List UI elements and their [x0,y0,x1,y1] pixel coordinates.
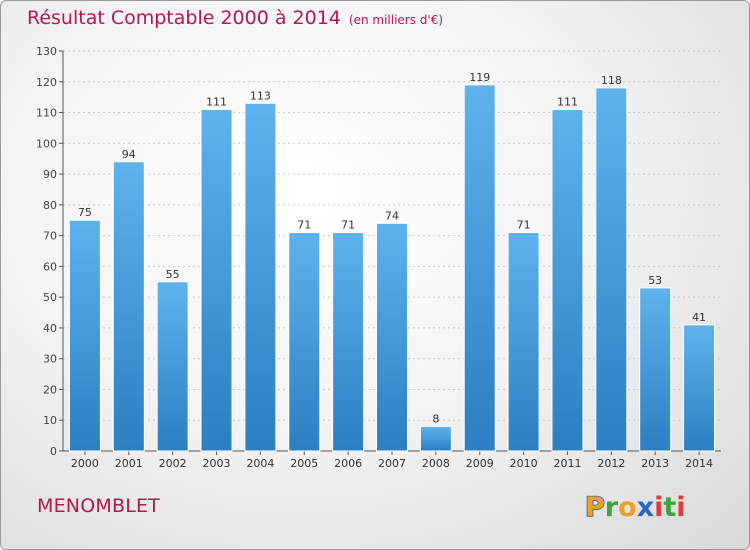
bar-2002 [156,281,189,452]
x-tick-label-2012: 2012 [597,457,625,470]
y-tick-label: 100 [36,137,57,150]
data-label-2005: 71 [297,219,311,232]
data-label-2007: 74 [385,209,399,222]
bar-2013 [639,287,672,452]
data-label-2008: 8 [432,412,439,425]
y-tick-label: 60 [43,260,57,273]
chart-title: Résultat Comptable 2000 à 2014 [27,7,341,29]
bar-2011 [551,108,584,452]
x-tick-label-2005: 2005 [290,457,318,470]
bar-2010 [507,232,540,452]
city-name: MENOMBLET [37,495,160,517]
x-tick-label-2014: 2014 [685,457,713,470]
x-tick-label-2004: 2004 [246,457,274,470]
data-labels: 75 94 55 111 113 71 71 74 8 119 71 111 118 53 41 [78,71,706,426]
x-tick-label-2013: 2013 [641,457,669,470]
y-tick-labels: 0 10 20 30 40 50 60 70 80 90 100 110 120 130 [36,45,57,458]
y-tick-label: 40 [43,322,57,335]
y-tick-label: 120 [36,76,57,89]
data-label-2004: 113 [250,89,271,102]
bar-2009 [463,84,496,452]
x-tick-labels: 2000 2001 2002 2003 2004 2005 2006 2007 2008 2009… [71,457,713,470]
x-tick-label-2007: 2007 [378,457,406,470]
data-label-2006: 71 [341,219,355,232]
x-tick-label-2006: 2006 [334,457,362,470]
svg-text:Proxiti: Proxiti [585,492,686,523]
bar-2000 [68,219,101,452]
data-label-2013: 53 [648,274,662,287]
y-tick-label: 20 [43,383,57,396]
x-tick-label-2002: 2002 [159,457,187,470]
chart-title-block: Résultat Comptable 2000 à 2014 (en millie… [27,7,443,29]
bar-2007 [376,222,408,452]
bar-2004 [244,102,277,452]
x-tick-label-2001: 2001 [115,457,143,470]
data-label-2009: 119 [469,71,490,84]
data-label-2014: 41 [692,311,706,324]
bar-2012 [595,87,628,452]
data-label-2010: 71 [517,219,531,232]
x-tick-label-2003: 2003 [203,457,231,470]
y-tick-label: 70 [43,230,57,243]
x-tick-label-2009: 2009 [466,457,494,470]
y-tick-label: 50 [43,291,57,304]
y-tick-label: 90 [43,168,57,181]
y-tick-label: 130 [36,45,57,58]
data-label-2012: 118 [601,74,622,87]
bar-2003 [200,108,233,452]
bar-2005 [288,232,321,452]
x-tick-label-2010: 2010 [510,457,538,470]
data-label-2002: 55 [166,268,180,281]
bar-2006 [332,232,365,452]
y-tick-label: 0 [50,445,57,458]
y-tick-label: 30 [43,353,57,366]
data-label-2003: 111 [206,95,227,108]
y-tick-label: 10 [43,414,57,427]
bars [68,84,716,452]
x-tick-label-2000: 2000 [71,457,99,470]
x-tick-label-2008: 2008 [422,457,450,470]
y-tick-label: 80 [43,199,57,212]
proxiti-logo: Proxiti [584,491,686,524]
bar-2014 [683,324,716,452]
data-label-2001: 94 [122,148,136,161]
bar-2001 [112,161,145,452]
y-tick-label: 110 [36,107,57,120]
bar-2008 [419,425,452,452]
x-tick-label-2011: 2011 [553,457,581,470]
data-label-2011: 111 [557,95,578,108]
chart-subtitle: (en milliers d'€) [348,13,444,27]
data-label-2000: 75 [78,206,92,219]
